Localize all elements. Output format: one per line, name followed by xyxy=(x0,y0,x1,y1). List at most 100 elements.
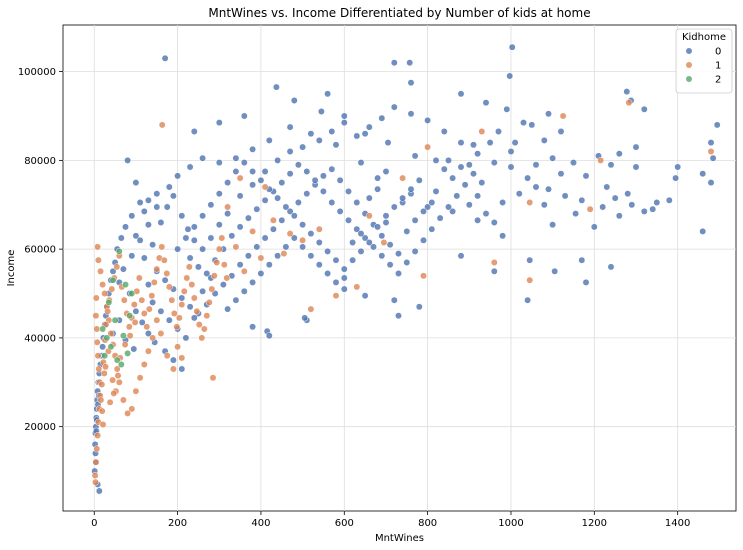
data-point-kidhome-0 xyxy=(199,287,207,295)
data-point-kidhome-0 xyxy=(136,236,144,244)
data-point-kidhome-1 xyxy=(269,216,277,224)
data-point-kidhome-0 xyxy=(415,176,423,184)
data-point-kidhome-0 xyxy=(199,245,207,253)
data-point-kidhome-0 xyxy=(557,170,565,178)
data-point-kidhome-0 xyxy=(190,314,198,322)
data-point-kidhome-0 xyxy=(524,296,532,304)
data-point-kidhome-1 xyxy=(99,421,107,428)
data-point-kidhome-0 xyxy=(532,161,540,169)
data-point-kidhome-0 xyxy=(457,252,465,260)
data-point-kidhome-1 xyxy=(597,156,605,164)
data-point-kidhome-0 xyxy=(582,278,590,286)
legend-label-0: 0 xyxy=(715,47,721,58)
data-point-kidhome-1 xyxy=(586,205,594,213)
data-point-kidhome-1 xyxy=(526,276,534,284)
data-point-kidhome-0 xyxy=(332,278,340,286)
data-point-kidhome-1 xyxy=(158,121,166,129)
data-point-kidhome-0 xyxy=(420,236,427,244)
x-tick-label: 400 xyxy=(251,518,270,529)
data-point-kidhome-0 xyxy=(274,252,282,260)
y-tick-label: 60000 xyxy=(24,245,56,256)
data-point-kidhome-0 xyxy=(236,261,244,269)
data-point-kidhome-0 xyxy=(286,207,294,215)
data-point-kidhome-1 xyxy=(286,230,294,238)
data-point-kidhome-0 xyxy=(324,90,332,98)
data-point-kidhome-0 xyxy=(378,114,386,122)
data-point-kidhome-0 xyxy=(649,205,657,213)
data-point-kidhome-0 xyxy=(157,307,165,315)
data-point-kidhome-0 xyxy=(407,79,415,87)
chart-title: MntWines vs. Income Differentiated by Nu… xyxy=(208,6,590,20)
data-point-kidhome-0 xyxy=(207,201,215,209)
data-point-kidhome-0 xyxy=(707,179,715,187)
data-point-kidhome-0 xyxy=(540,136,548,144)
data-point-kidhome-0 xyxy=(274,194,282,202)
data-point-kidhome-0 xyxy=(307,130,315,138)
data-point-kidhome-0 xyxy=(382,168,390,175)
data-point-kidhome-0 xyxy=(365,123,373,131)
data-point-kidhome-1 xyxy=(224,203,232,211)
data-point-kidhome-0 xyxy=(403,227,411,235)
y-tick-label: 80000 xyxy=(24,156,56,167)
data-point-kidhome-0 xyxy=(578,256,586,264)
data-point-kidhome-0 xyxy=(653,199,661,206)
data-point-kidhome-0 xyxy=(482,210,490,218)
data-point-kidhome-0 xyxy=(490,267,498,275)
data-point-kidhome-1 xyxy=(190,294,198,302)
data-point-kidhome-0 xyxy=(186,254,194,262)
data-point-kidhome-0 xyxy=(249,145,257,153)
data-point-kidhome-0 xyxy=(182,334,190,342)
data-point-kidhome-1 xyxy=(399,174,407,182)
data-point-kidhome-0 xyxy=(353,132,361,140)
data-point-kidhome-0 xyxy=(278,216,286,224)
data-point-kidhome-0 xyxy=(615,212,623,220)
data-point-kidhome-0 xyxy=(420,207,427,215)
data-point-kidhome-1 xyxy=(94,432,102,439)
data-point-kidhome-0 xyxy=(470,141,477,149)
data-point-kidhome-0 xyxy=(511,139,519,147)
data-point-kidhome-0 xyxy=(503,105,511,113)
data-point-kidhome-0 xyxy=(132,179,140,187)
data-point-kidhome-2 xyxy=(107,343,115,351)
data-point-kidhome-0 xyxy=(549,221,557,229)
data-point-kidhome-0 xyxy=(315,261,323,269)
data-point-kidhome-0 xyxy=(272,83,280,91)
data-point-kidhome-0 xyxy=(301,314,309,322)
data-point-kidhome-0 xyxy=(474,192,482,200)
data-point-kidhome-1 xyxy=(215,245,223,253)
data-point-kidhome-1 xyxy=(138,296,146,304)
data-point-kidhome-0 xyxy=(545,185,552,193)
data-point-kidhome-1 xyxy=(170,310,178,317)
data-point-kidhome-0 xyxy=(345,216,352,224)
data-point-kidhome-0 xyxy=(186,303,194,311)
data-point-kidhome-0 xyxy=(253,243,261,251)
data-point-kidhome-0 xyxy=(699,170,707,178)
data-point-kidhome-0 xyxy=(286,123,294,131)
data-point-kidhome-1 xyxy=(707,148,715,155)
data-point-kidhome-1 xyxy=(490,259,498,266)
data-point-kidhome-1 xyxy=(160,256,168,264)
data-point-kidhome-1 xyxy=(92,458,100,466)
data-point-kidhome-0 xyxy=(184,225,192,233)
data-point-kidhome-2 xyxy=(124,349,132,357)
data-point-kidhome-0 xyxy=(457,139,465,147)
data-point-kidhome-2 xyxy=(113,356,121,364)
data-point-kidhome-0 xyxy=(390,296,398,304)
data-point-kidhome-0 xyxy=(357,230,365,238)
data-point-kidhome-0 xyxy=(117,234,125,242)
data-point-kidhome-0 xyxy=(424,116,432,124)
data-point-kidhome-0 xyxy=(632,143,640,151)
data-point-kidhome-1 xyxy=(92,478,99,486)
data-point-kidhome-0 xyxy=(199,154,207,162)
data-point-kidhome-0 xyxy=(386,261,394,269)
data-point-kidhome-0 xyxy=(236,223,244,231)
data-point-kidhome-1 xyxy=(240,267,248,275)
data-point-kidhome-0 xyxy=(490,159,498,167)
data-point-kidhome-1 xyxy=(157,330,165,337)
data-point-kidhome-1 xyxy=(193,307,201,315)
data-point-kidhome-0 xyxy=(144,281,152,289)
data-point-kidhome-0 xyxy=(144,221,152,229)
data-point-kidhome-0 xyxy=(540,201,548,209)
data-point-kidhome-0 xyxy=(374,174,382,182)
data-point-kidhome-0 xyxy=(265,136,273,144)
